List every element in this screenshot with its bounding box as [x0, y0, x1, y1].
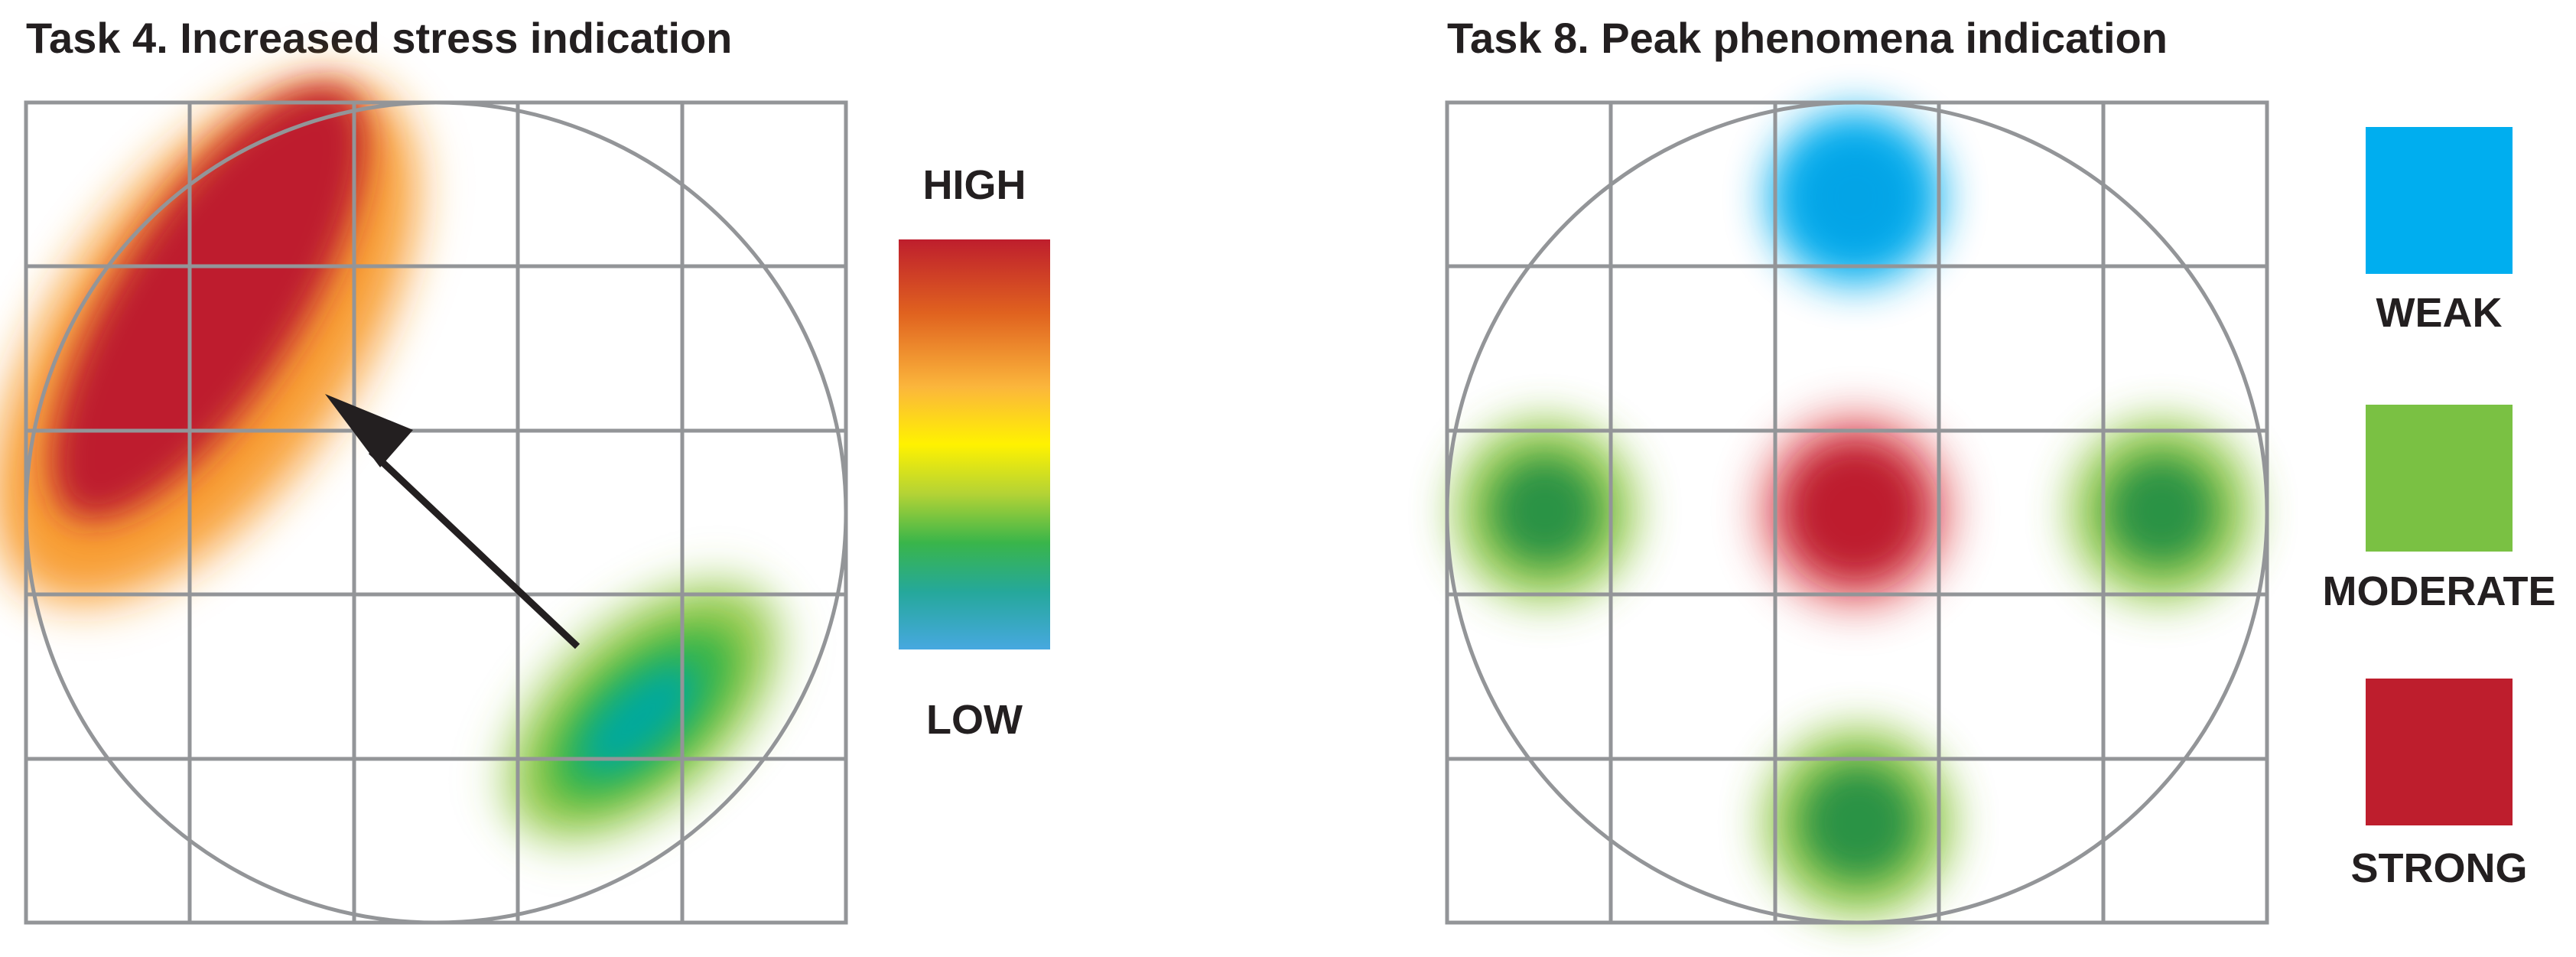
legend-swatch-strong [2366, 679, 2513, 825]
legend-label-strong: STRONG [2350, 845, 2528, 891]
scale-high-label: HIGH [922, 162, 1026, 208]
peak-spot-center-strong [1756, 412, 1955, 610]
high-stress-region [0, 80, 418, 604]
arrow-up-left-icon [325, 394, 581, 649]
left-panel-title: Task 4. Increased stress indication [26, 14, 733, 62]
peak-spot-right-moderate [2070, 419, 2253, 603]
legend-swatches [2366, 127, 2513, 825]
right-grid [1445, 100, 2269, 925]
legend-label-weak: WEAK [2376, 290, 2503, 336]
right-circle-outline [1445, 100, 2269, 925]
peak-spots [1453, 109, 2253, 918]
left-circle-outline [24, 100, 848, 925]
right-panel-title: Task 8. Peak phenomena indication [1447, 14, 2168, 62]
peak-spot-top-weak [1768, 109, 1943, 285]
legend-label-moderate: MODERATE [2322, 568, 2556, 614]
peak-spot-bottom-moderate [1763, 727, 1954, 918]
stress-scale-bar [899, 239, 1050, 649]
right-peak-panel [1445, 100, 2513, 925]
peak-spot-left-moderate [1453, 419, 1637, 603]
left-heatmap-panel [0, 80, 1050, 925]
legend-swatch-weak [2366, 127, 2513, 274]
legend-swatch-moderate [2366, 405, 2513, 552]
scale-low-label: LOW [926, 697, 1023, 743]
left-grid [24, 100, 848, 925]
